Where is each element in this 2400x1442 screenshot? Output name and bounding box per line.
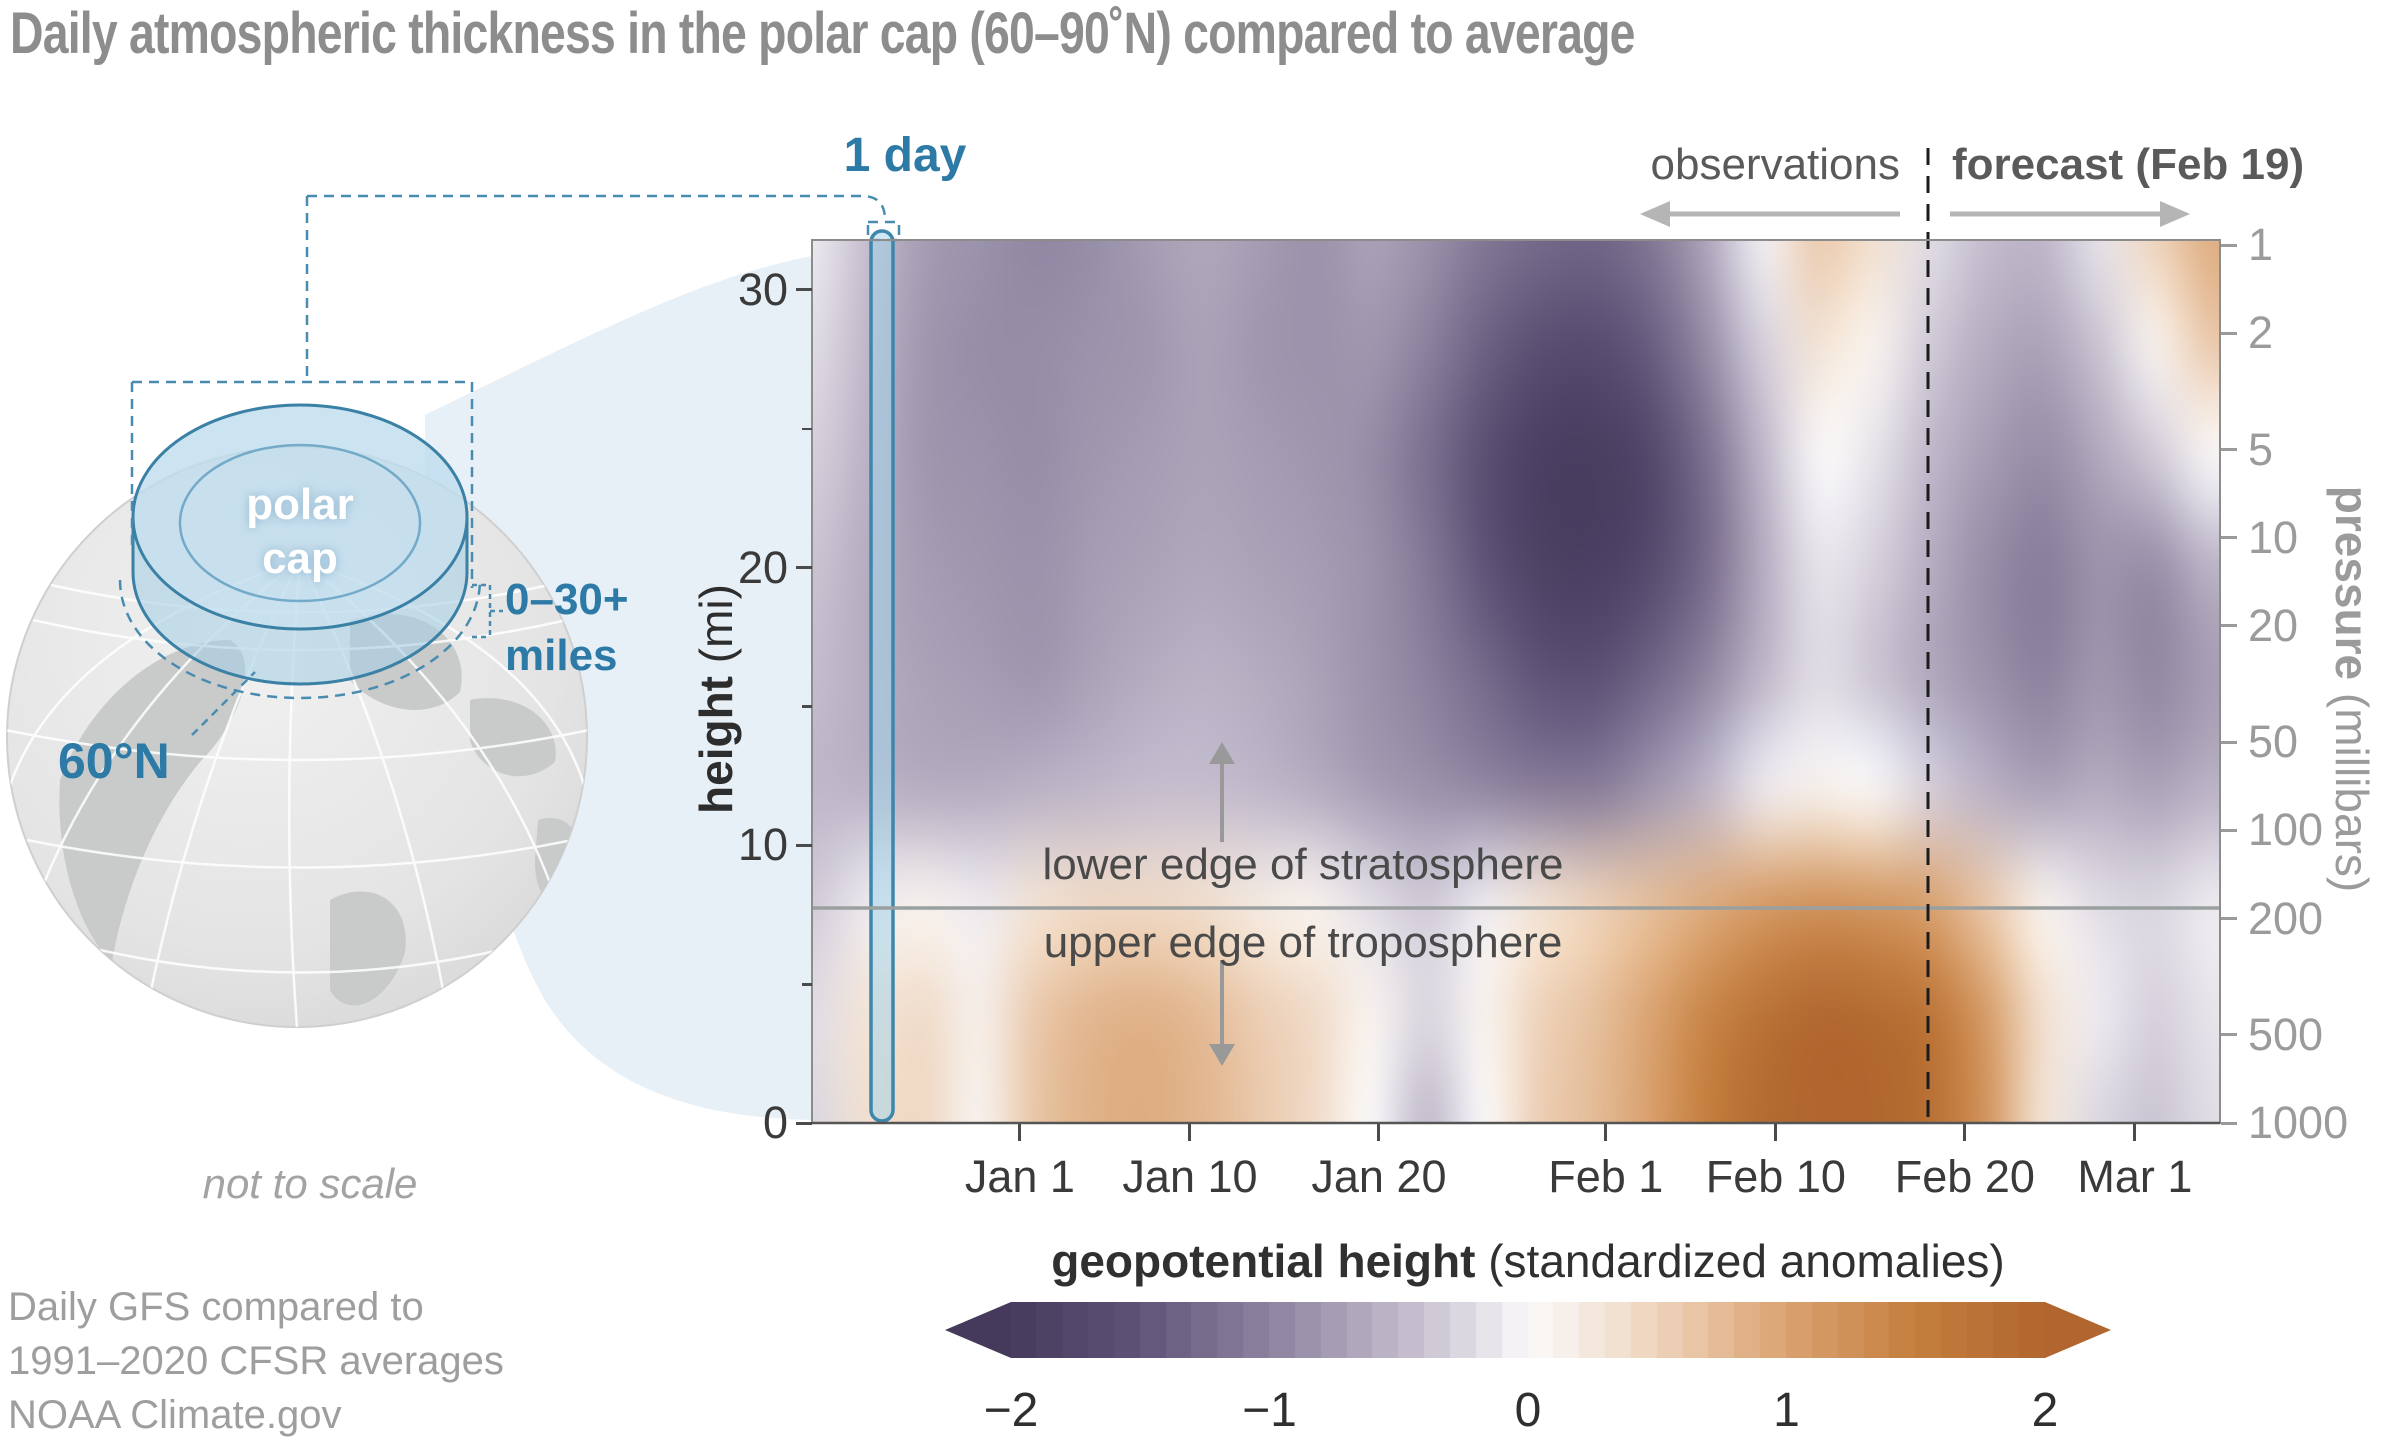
height-tick: [796, 566, 812, 570]
date-tick-label: Jan 10: [1122, 1151, 1258, 1202]
height-tick-label: 10: [737, 819, 788, 871]
credit-line1: Daily GFS compared to: [8, 1285, 424, 1329]
pressure-tick-label: 2: [2248, 307, 2274, 359]
observations-arrow: [1640, 201, 1900, 227]
pressure-tick-label: 200: [2248, 892, 2324, 944]
polar-cap-label: polar cap: [190, 478, 410, 586]
forecast-label: forecast (Feb 19): [1952, 140, 2305, 189]
legend-tick-label: 1: [1773, 1384, 1800, 1437]
height-tick: [796, 1121, 812, 1125]
not-to-scale-label: not to scale: [202, 1160, 418, 1207]
height-minor-tick: [802, 427, 812, 431]
date-tick-label: Mar 1: [2077, 1151, 2193, 1202]
pressure-tick: [2221, 331, 2237, 335]
pressure-tick: [2221, 624, 2237, 628]
height-tick-label: 30: [737, 263, 788, 315]
globe-illustration: [6, 194, 901, 1028]
date-tick-label: Feb 10: [1705, 1151, 1846, 1202]
pressure-tick: [2221, 740, 2237, 744]
sixty-north-pointer: [191, 671, 256, 736]
legend-tick-label: −1: [1242, 1384, 1297, 1437]
height-minor-tick: [802, 705, 812, 708]
graticule: [7, 558, 587, 1027]
height-tick-label: 0: [762, 1097, 788, 1148]
stratosphere-annotation: lower edge of stratosphere: [1042, 840, 1564, 889]
date-tick: [1377, 1124, 1381, 1141]
date-tick: [1774, 1124, 1778, 1141]
forecast-arrow: [1950, 201, 2190, 227]
height-axis-label-unit: (mi): [690, 584, 742, 676]
pressure-tick: [2221, 448, 2237, 452]
pressure-tick: [2221, 917, 2237, 920]
pressure-tick: [2221, 828, 2237, 832]
date-tick: [1188, 1124, 1192, 1141]
pressure-tick: [2221, 243, 2237, 247]
troposphere-annotation: upper edge of troposphere: [1043, 918, 1563, 967]
height-tick: [796, 843, 812, 847]
pressure-tick: [2221, 1121, 2237, 1125]
legend-tick-label: 2: [2031, 1384, 2059, 1437]
polar-cap-label-line2: cap: [262, 534, 338, 583]
miles-range-line2: miles: [505, 631, 618, 680]
credit-line3: NOAA Climate.gov: [8, 1393, 342, 1437]
one-day-label: 1 day: [843, 129, 967, 182]
funnel-shape: [425, 256, 812, 1120]
colorbar-right-tip: [2045, 1302, 2111, 1358]
colorbar-left-tip: [945, 1302, 1011, 1358]
anomaly-heatmap: [812, 240, 2220, 1123]
page-title: Daily atmospheric thickness in the polar…: [10, 1, 1635, 66]
height-tick: [796, 288, 812, 292]
pressure-axis-label: pressure (millibars): [2325, 429, 2379, 949]
observations-label: observations: [1650, 140, 1900, 189]
credit-line2: 1991–2020 CFSR averages: [8, 1339, 504, 1383]
colorbar: [1011, 1302, 2045, 1358]
date-tick-label: Feb 1: [1548, 1151, 1664, 1202]
pressure-tick-label: 1000: [2248, 1097, 2349, 1149]
height-minor-tick: [802, 983, 812, 986]
pressure-tick-label: 10: [2248, 511, 2299, 563]
pressure-tick-label: 50: [2248, 716, 2299, 768]
pressure-axis-label-unit: (millibars): [2326, 680, 2378, 893]
miles-range-line1: 0–30+: [505, 575, 629, 624]
date-tick: [1018, 1124, 1022, 1141]
date-tick: [2133, 1124, 2137, 1141]
height-axis-label-bold: height: [690, 676, 742, 814]
pressure-tick-label: 500: [2248, 1008, 2324, 1060]
pressure-tick-label: 100: [2248, 804, 2324, 856]
date-tick-label: Feb 20: [1894, 1151, 2035, 1202]
date-tick: [1963, 1124, 1967, 1141]
pressure-tick: [2221, 1033, 2237, 1037]
sixty-north-label: 60°N: [58, 733, 170, 789]
date-tick-label: Jan 20: [1311, 1151, 1447, 1202]
legend-title-bold: geopotential height: [1051, 1235, 1476, 1287]
polar-cap-label-line1: polar: [246, 480, 354, 529]
legend-tick-label: 0: [1514, 1384, 1542, 1437]
pressure-tick-label: 20: [2248, 599, 2299, 651]
pressure-axis-label-bold: pressure: [2326, 485, 2378, 681]
pressure-tick: [2221, 536, 2237, 540]
date-tick: [1604, 1124, 1608, 1141]
pressure-tick-label: 5: [2248, 423, 2274, 475]
credit-text: Daily GFS compared to 1991–2020 CFSR ave…: [8, 1280, 504, 1442]
date-tick-label: Jan 1: [964, 1151, 1075, 1202]
pressure-tick-label: 1: [2248, 219, 2274, 270]
miles-bracket: [472, 583, 503, 639]
height-tick-label: 20: [737, 541, 788, 593]
legend-tick-label: −2: [983, 1384, 1039, 1437]
legend-title: geopotential height (standardized anomal…: [928, 1234, 2128, 1288]
miles-range-label: 0–30+ miles: [505, 572, 629, 684]
legend-title-rest: (standardized anomalies): [1475, 1235, 2005, 1287]
